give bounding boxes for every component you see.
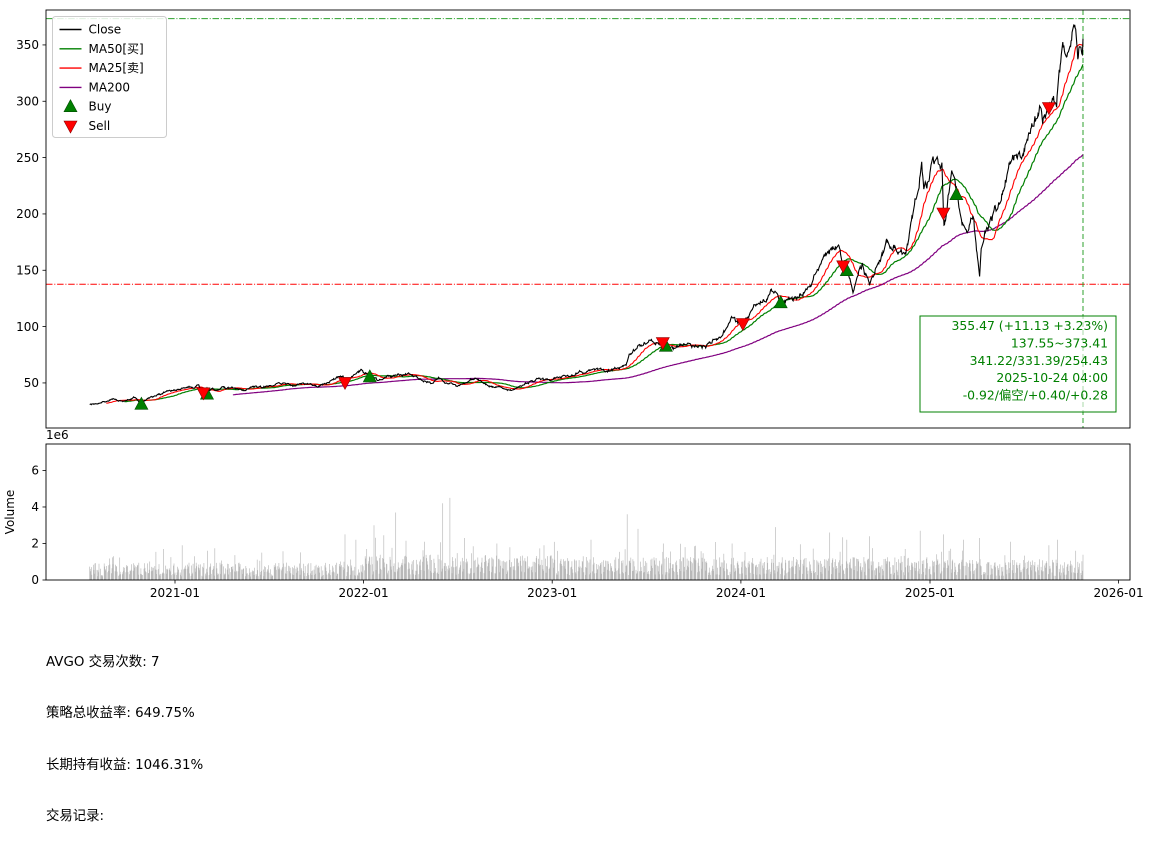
x-tick-label: 2021-01 — [150, 586, 200, 600]
stats-strategy-return: 策略总收益率: 649.75% — [46, 706, 195, 722]
legend-label: MA200 — [89, 80, 130, 94]
volume-axis-label: Volume — [3, 490, 17, 535]
volume-y-tick-label: 4 — [31, 500, 39, 514]
price-y-tick-label: 100 — [16, 320, 39, 334]
x-tick-label: 2022-01 — [339, 586, 389, 600]
volume-plot-frame — [45, 443, 1131, 581]
legend-label: MA50[买] — [89, 42, 144, 56]
volume-scale-label: 1e6 — [46, 428, 69, 442]
volume-y-tick-label: 0 — [31, 573, 39, 587]
ma25-line — [106, 43, 1084, 404]
strategy-stats: AVGO 交易次数: 7 策略总收益率: 649.75% 长期持有收益: 104… — [46, 620, 555, 846]
sell-marker — [196, 387, 211, 401]
stats-buyhold-return: 长期持有收益: 1046.31% — [46, 757, 204, 773]
ma200-line — [232, 154, 1084, 396]
buy-marker — [949, 187, 964, 200]
close-line — [89, 23, 1084, 406]
legend-label: Close — [89, 23, 122, 37]
legend-label: Buy — [89, 100, 112, 114]
price-y-tick-label: 250 — [16, 151, 39, 165]
stats-trade-count: AVGO 交易次数: 7 — [46, 655, 160, 671]
sell-marker — [735, 318, 750, 332]
legend-box — [52, 16, 167, 138]
x-tick-label: 2023-01 — [527, 586, 577, 600]
info-line: 137.55~373.41 — [1011, 335, 1108, 350]
info-line: -0.92/偏空/+0.40/+0.28 — [963, 388, 1108, 403]
sell-marker — [836, 260, 851, 274]
volume-y-tick-label: 6 — [31, 464, 39, 478]
sell-marker — [1041, 102, 1056, 116]
info-box — [919, 315, 1117, 413]
x-tick-label: 2024-01 — [716, 586, 766, 600]
volume-bars — [89, 497, 1084, 580]
sell-marker — [655, 337, 670, 351]
volume-y-tick-label: 2 — [31, 537, 39, 551]
price-y-tick-label: 50 — [24, 376, 39, 390]
info-line: 2025-10-24 04:00 — [996, 370, 1108, 385]
legend-marker-sample — [63, 99, 78, 112]
buy-marker — [134, 396, 149, 410]
info-line: 355.47 (+11.13 +3.23%) — [952, 318, 1109, 333]
ma50-line — [124, 64, 1084, 403]
legend-label: MA25[卖] — [89, 61, 144, 75]
sell-marker — [337, 377, 353, 391]
price-volume-chart: 50 100 150 200 250 300 350 0 2 4 6 2021-01 2022-01 20… — [3, 9, 1144, 600]
info-line: 341.22/331.39/254.43 — [970, 353, 1108, 368]
sell-marker — [936, 207, 951, 221]
x-tick-label: 2026-01 — [1094, 586, 1144, 600]
price-y-tick-label: 150 — [16, 263, 39, 277]
x-tick-label: 2025-01 — [905, 586, 955, 600]
price-y-tick-label: 350 — [16, 38, 39, 52]
stats-records-label: 交易记录: — [46, 809, 105, 825]
buy-marker — [773, 295, 788, 309]
buy-marker — [362, 369, 377, 383]
price-y-tick-label: 300 — [16, 94, 39, 108]
price-plot-frame — [45, 9, 1131, 429]
price-y-tick-label: 200 — [16, 207, 39, 221]
legend-marker-sample — [63, 120, 78, 134]
legend-label: Sell — [89, 119, 111, 133]
